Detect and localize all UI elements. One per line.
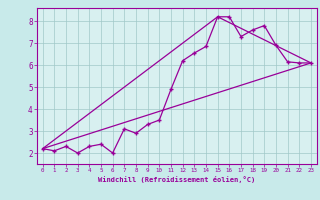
X-axis label: Windchill (Refroidissement éolien,°C): Windchill (Refroidissement éolien,°C) xyxy=(98,176,255,183)
